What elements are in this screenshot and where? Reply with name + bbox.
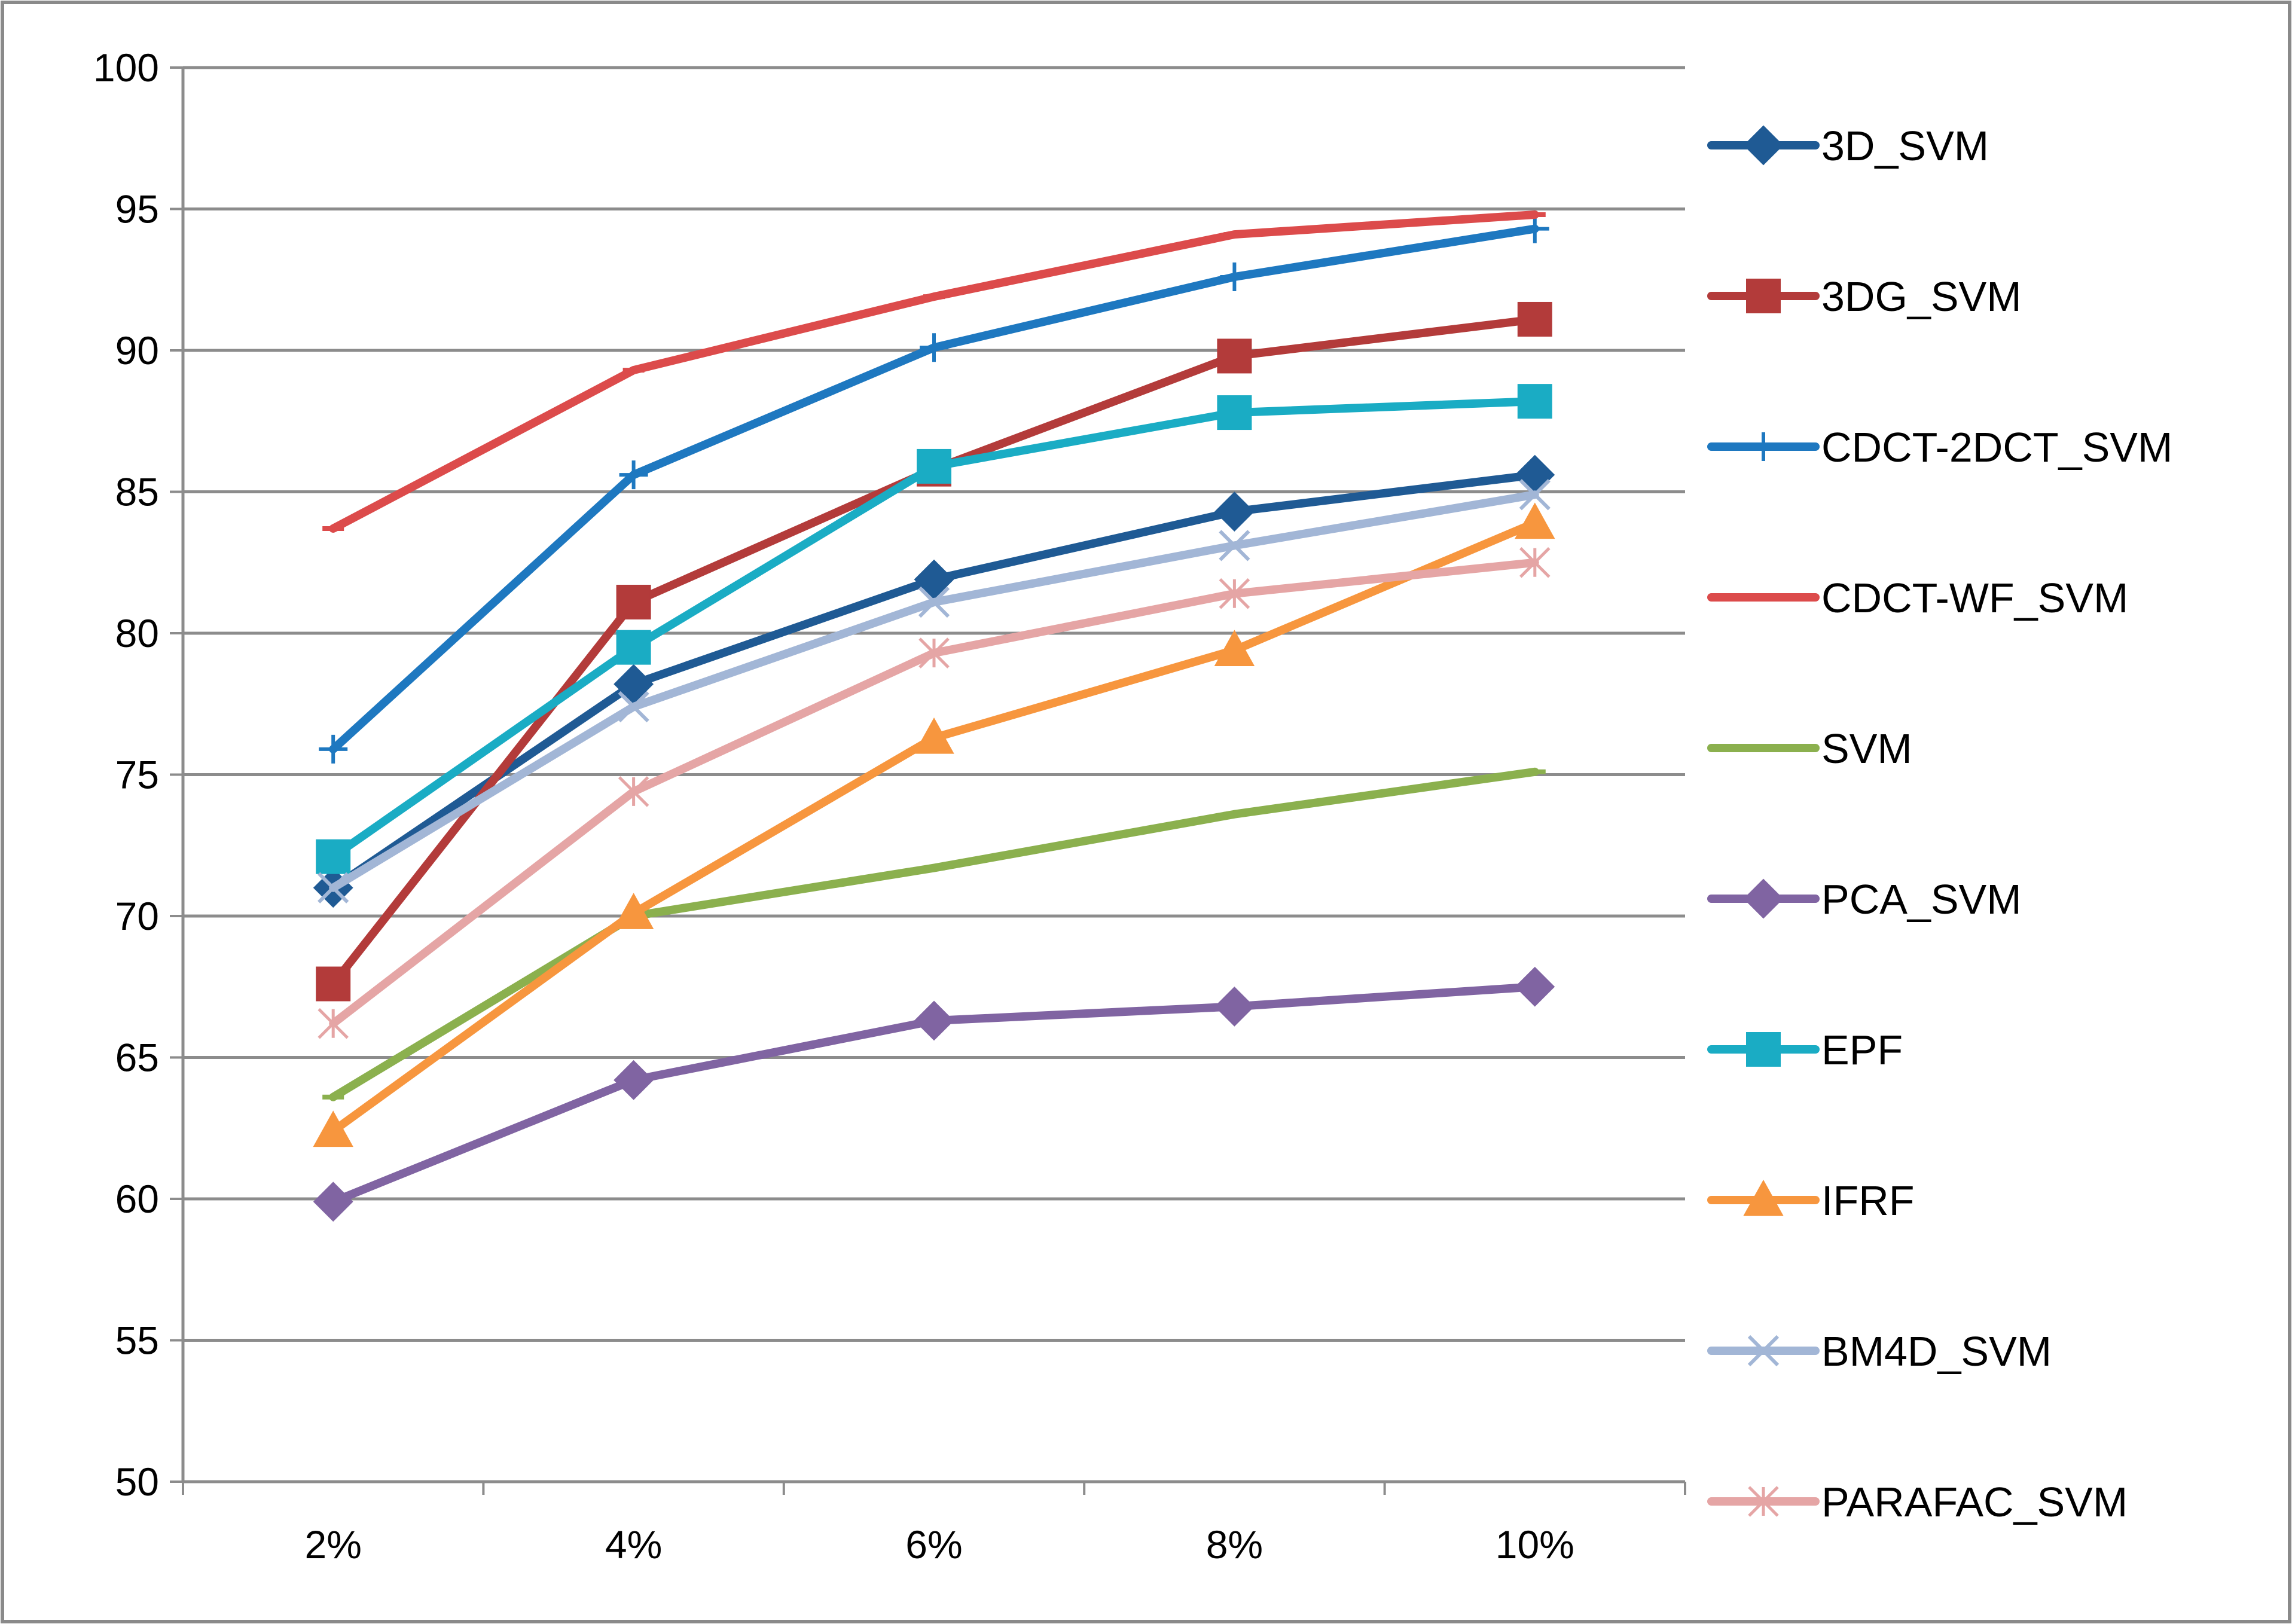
- data-point-pca-svm: [614, 1060, 654, 1100]
- legend-label: PCA_SVM: [1821, 876, 2022, 923]
- x-tick-label: 8%: [1206, 1522, 1263, 1567]
- data-point-3dg-svm: [1517, 301, 1552, 337]
- data-point-cdct-2dct-svm: [920, 333, 948, 362]
- x-tick-label: 6%: [905, 1522, 962, 1567]
- y-tick-label: 85: [115, 470, 159, 514]
- legend-label: EPF: [1821, 1027, 1903, 1073]
- y-tick-label: 90: [115, 328, 159, 373]
- legend-marker: [1749, 432, 1778, 461]
- y-tick-label: 95: [115, 187, 159, 231]
- legend-label: 3D_SVM: [1821, 123, 1989, 169]
- y-tick-label: 60: [115, 1177, 159, 1221]
- data-point-cdct-2dct-svm: [1520, 214, 1549, 243]
- data-point-ifrf: [1214, 630, 1255, 666]
- data-point-3dg-svm: [316, 966, 351, 1002]
- legend-marker: [1747, 1335, 1780, 1367]
- data-point-ifrf: [914, 717, 954, 754]
- data-point-cdct-2dct-svm: [619, 460, 648, 490]
- y-tick-label: 55: [115, 1318, 159, 1363]
- data-point-bm4d-svm: [918, 586, 950, 618]
- legend-item-3dg-svm: 3DG_SVM: [1707, 273, 2022, 320]
- data-point-ifrf: [1515, 502, 1555, 539]
- data-point-epf: [1217, 395, 1252, 431]
- legend-marker: [1743, 1179, 1784, 1216]
- y-tick-label: 75: [115, 753, 159, 797]
- data-point-bm4d-svm: [1219, 530, 1250, 561]
- series-cdct-2dct-svm: [319, 214, 1549, 764]
- y-axis-ticks: 50 55 60 65 70 75 80 85 90 95 100: [93, 45, 183, 1504]
- series-layer: [313, 210, 1555, 1222]
- data-point-pca-svm: [1214, 986, 1255, 1027]
- legend-marker: [1743, 125, 1784, 166]
- legend-item-ifrf: IFRF: [1707, 1177, 1915, 1224]
- series-parafac-svm: [318, 547, 1551, 1039]
- data-point-3dg-svm: [1217, 338, 1252, 374]
- x-axis-ticks: 2% 4% 6% 8% 10%: [182, 1482, 1686, 1567]
- legend-label: PARAFAC_SVM: [1821, 1479, 2128, 1525]
- legend-item-parafac-svm: PARAFAC_SVM: [1707, 1479, 2128, 1525]
- data-point-parafac-svm: [1519, 547, 1551, 578]
- y-tick-label: 70: [115, 894, 159, 938]
- legend-item-epf: EPF: [1707, 1027, 1903, 1073]
- series-bm4d-svm: [318, 479, 1551, 903]
- data-point-cdct-2dct-svm: [1220, 262, 1249, 292]
- data-point-bm4d-svm: [618, 691, 649, 723]
- data-point-epf: [1517, 384, 1552, 419]
- y-tick-label: 100: [93, 45, 159, 90]
- x-tick-label: 2%: [305, 1522, 362, 1567]
- y-tick-label: 80: [115, 611, 159, 655]
- y-tick-label: 65: [115, 1036, 159, 1080]
- legend-label: 3DG_SVM: [1821, 273, 2022, 320]
- legend-label: SVM: [1821, 725, 1912, 772]
- data-point-epf: [616, 630, 651, 665]
- legend: 3D_SVM 3DG_SVM CDCT-2DCT_SVM CDCT-WF_SVM SVM…: [1707, 123, 2172, 1525]
- series-epf: [316, 384, 1552, 874]
- y-tick-label: 50: [115, 1460, 159, 1504]
- legend-label: IFRF: [1821, 1177, 1915, 1224]
- data-point-pca-svm: [313, 1182, 353, 1222]
- x-tick-label: 10%: [1496, 1522, 1574, 1567]
- data-point-parafac-svm: [918, 637, 950, 668]
- data-point-ifrf: [613, 893, 654, 929]
- series-cdct-wf-svm: [322, 210, 1546, 533]
- data-point-ifrf: [313, 1110, 353, 1147]
- legend-label: CDCT-WF_SVM: [1821, 575, 2128, 621]
- series-pca-svm: [313, 966, 1555, 1222]
- legend-label: CDCT-2DCT_SVM: [1821, 424, 2172, 471]
- data-point-pca-svm: [914, 1000, 954, 1041]
- data-point-bm4d-svm: [318, 872, 349, 903]
- data-point-parafac-svm: [1219, 578, 1250, 609]
- data-point-3d-svm: [1214, 492, 1255, 532]
- legend-item-3d-svm: 3D_SVM: [1707, 123, 1989, 169]
- legend-item-pca-svm: PCA_SVM: [1707, 876, 2022, 923]
- legend-marker: [1746, 279, 1781, 313]
- series-ifrf: [313, 502, 1555, 1147]
- data-point-parafac-svm: [318, 1008, 349, 1039]
- x-tick-label: 4%: [605, 1522, 662, 1567]
- data-point-epf: [316, 839, 351, 874]
- legend-item-bm4d-svm: BM4D_SVM: [1707, 1328, 2052, 1375]
- legend-marker: [1743, 878, 1784, 919]
- data-point-pca-svm: [1515, 966, 1555, 1007]
- data-point-epf: [917, 448, 951, 484]
- legend-marker: [1748, 1486, 1779, 1517]
- legend-item-cdct-2dct-svm: CDCT-2DCT_SVM: [1707, 424, 2172, 471]
- data-point-bm4d-svm: [1519, 479, 1551, 511]
- data-point-3dg-svm: [616, 584, 651, 619]
- legend-item-svm: SVM: [1707, 725, 1912, 772]
- legend-label: BM4D_SVM: [1821, 1328, 2052, 1375]
- data-point-cdct-2dct-svm: [319, 734, 348, 764]
- data-point-parafac-svm: [618, 776, 649, 807]
- legend-item-cdct-wf-svm: CDCT-WF_SVM: [1707, 575, 2128, 621]
- legend-marker: [1746, 1032, 1781, 1067]
